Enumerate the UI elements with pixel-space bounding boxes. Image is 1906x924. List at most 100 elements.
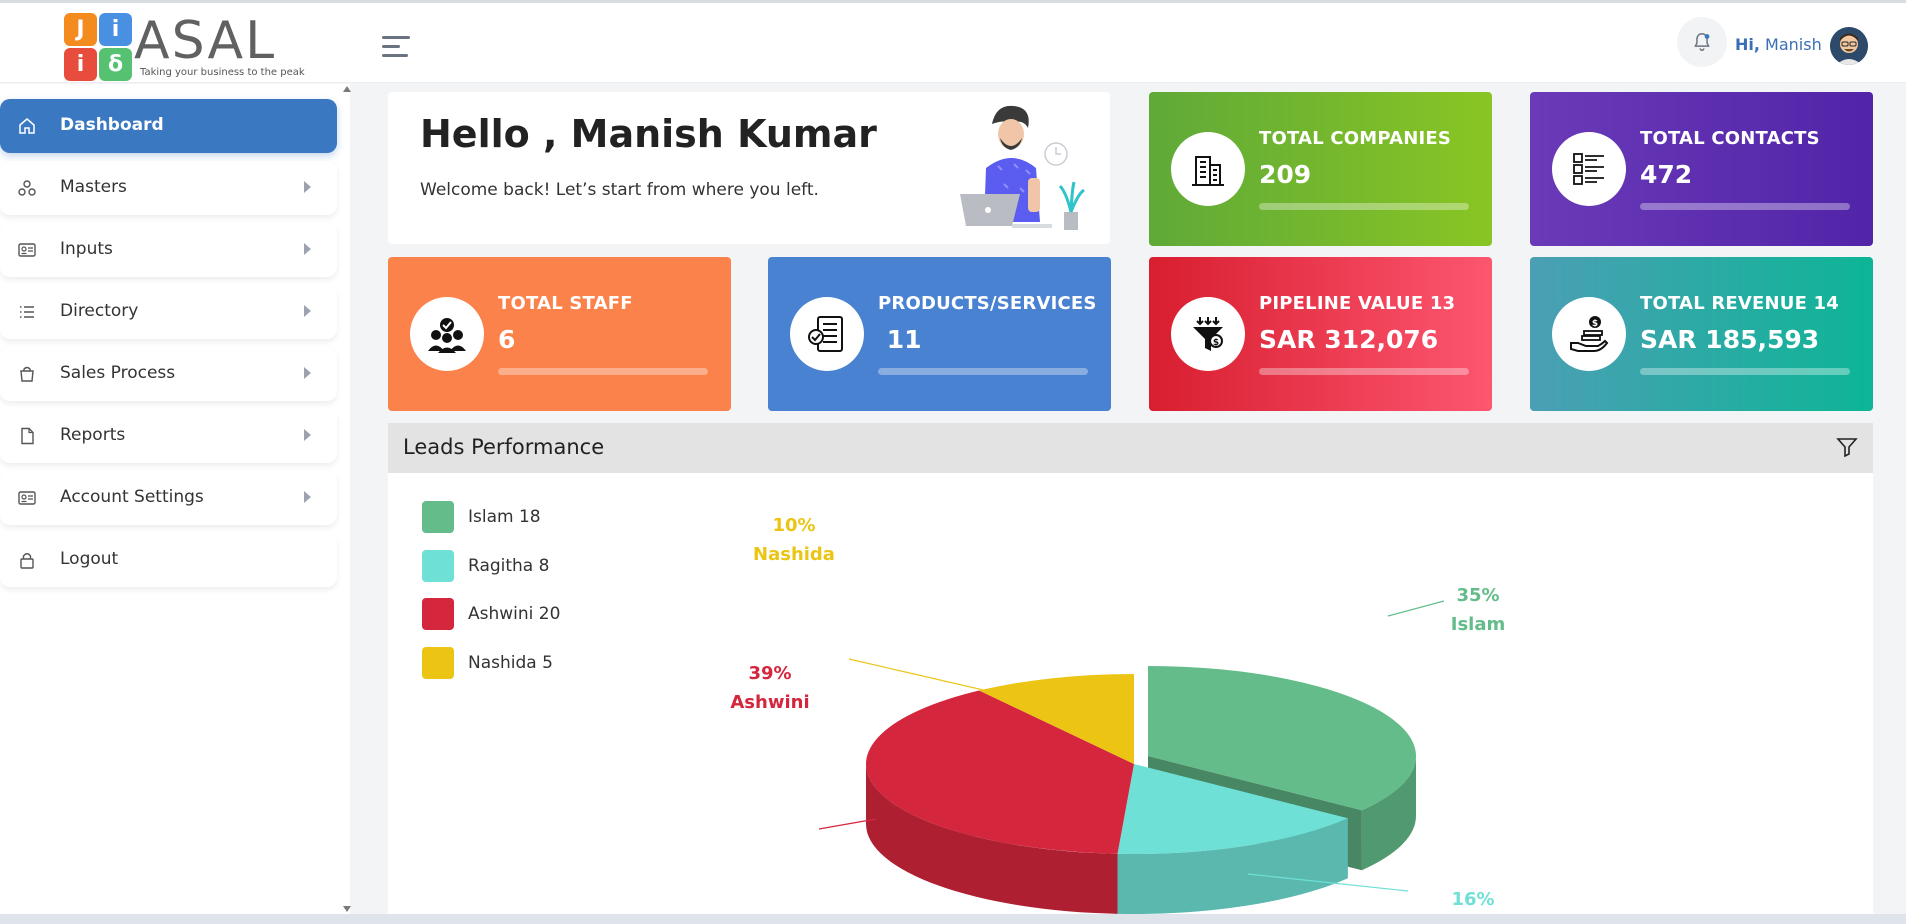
person-laptop-illustration (960, 105, 1085, 230)
sidebar-scrollbar[interactable] (343, 84, 351, 914)
sidebar-item-sales-process[interactable]: Sales Process (0, 347, 337, 401)
logo-tile-1: J (64, 13, 97, 46)
notifications-button[interactable] (1677, 17, 1727, 67)
sidebar-item-reports[interactable]: Reports (0, 409, 337, 463)
stat-icon-circle (1171, 132, 1245, 206)
top-header: J i i δ ASAL Taking your business to the… (0, 3, 1906, 83)
lock-icon (20, 553, 34, 569)
legend-label: Ragitha 8 (468, 556, 550, 576)
id-card-icon (18, 491, 36, 505)
contact-list-icon (1573, 153, 1604, 185)
document-icon (21, 427, 34, 445)
stat-progress-bar (498, 368, 708, 375)
sidebar-item-label: Inputs (60, 239, 113, 259)
pie-percent-label: 10% (772, 515, 815, 536)
nodes-icon (18, 180, 36, 196)
user-avatar[interactable] (1830, 27, 1868, 65)
stat-progress-bar (1259, 203, 1469, 210)
stat-label: TOTAL CONTACTS (1640, 128, 1820, 149)
pie-slice-islam[interactable] (1148, 666, 1416, 811)
products-services-card[interactable]: PRODUCTS/SERVICES 11 (768, 257, 1111, 411)
user-greeting[interactable]: Hi, Manish (1735, 35, 1822, 54)
sidebar-item-logout[interactable]: Logout (0, 533, 337, 587)
total-companies-card[interactable]: TOTAL COMPANIES 209 (1149, 92, 1492, 246)
sidebar-item-inputs[interactable]: Inputs (0, 223, 337, 277)
stat-progress-bar (1259, 368, 1469, 375)
top-border (0, 0, 1906, 3)
money-hand-icon: $ (1570, 316, 1609, 352)
bell-icon (1694, 33, 1710, 51)
sidebar-item-label: Logout (60, 549, 119, 569)
svg-text:$: $ (1213, 338, 1219, 348)
legend-swatch (422, 647, 454, 679)
stat-label: TOTAL COMPANIES (1259, 128, 1452, 149)
leads-performance-panel: Leads Performance Islam 18 Ragitha 8 Ash… (388, 423, 1873, 914)
caret-right-icon (304, 367, 311, 379)
sidebar-item-label: Sales Process (60, 363, 176, 383)
pie-slice-nashida[interactable] (979, 674, 1134, 764)
pie-slice-side-ashwini (866, 764, 1118, 914)
stat-value: 6 (498, 325, 516, 354)
sidebar-item-label: Directory (60, 301, 139, 321)
sidebar-item-masters[interactable]: Masters (0, 161, 337, 215)
stat-label: TOTAL REVENUE 14 (1640, 293, 1840, 314)
avatar-illustration (1830, 27, 1868, 65)
stat-value: 472 (1640, 160, 1693, 189)
sidebar-item-label: Dashboard (60, 115, 164, 135)
sidebar-item-dashboard[interactable]: Dashboard (0, 99, 337, 153)
legend-label: Ashwini 20 (468, 604, 561, 624)
pie-label-connector (1247, 873, 1409, 892)
stat-label: TOTAL STAFF (498, 293, 633, 314)
logo-tile-2: i (99, 13, 132, 46)
pie-label-connector (818, 818, 877, 830)
panel-title: Leads Performance (403, 435, 605, 459)
building-icon (1192, 156, 1224, 186)
welcome-subtitle: Welcome back! Let’s start from where you… (420, 180, 819, 200)
logo-wordmark: ASAL (134, 11, 277, 71)
pie-percent-label: 39% (748, 663, 791, 684)
filter-icon[interactable] (1836, 436, 1858, 458)
legend-swatch (422, 598, 454, 630)
stat-icon-circle: $ (1552, 297, 1626, 371)
funnel-icon: $ (1193, 317, 1223, 351)
total-staff-card[interactable]: TOTAL STAFF 6 (388, 257, 731, 411)
legend-swatch (422, 550, 454, 582)
caret-right-icon (304, 305, 311, 317)
logo-tile-4: δ (99, 48, 132, 81)
stat-icon-circle (790, 297, 864, 371)
svg-text:$: $ (1592, 319, 1598, 329)
sidebar-item-label: Masters (60, 177, 127, 197)
legend-label: Islam 18 (468, 507, 541, 527)
hamburger-menu-icon[interactable] (382, 36, 412, 58)
window-bottom-edge (0, 914, 1906, 924)
total-contacts-card[interactable]: TOTAL CONTACTS 472 (1530, 92, 1873, 246)
pie-slice-ragitha[interactable] (1117, 764, 1348, 854)
caret-right-icon (304, 491, 311, 503)
sidebar-item-directory[interactable]: Directory (0, 285, 337, 339)
greeting-username: Manish (1765, 35, 1822, 54)
sidebar-item-label: Reports (60, 425, 126, 445)
pie-category-label: Islam (1451, 614, 1505, 635)
sidebar-item-account-settings[interactable]: Account Settings (0, 471, 337, 525)
logo-tile-3: i (64, 48, 97, 81)
stat-progress-bar (878, 368, 1088, 375)
caret-right-icon (304, 181, 311, 193)
pie-slice-ashwini[interactable] (866, 690, 1134, 854)
pipeline-value-card[interactable]: $ PIPELINE VALUE 13 SAR 312,076 (1149, 257, 1492, 411)
stat-icon-circle (1552, 132, 1626, 206)
pie-percent-label: 35% (1456, 585, 1499, 606)
pie-label-connector (848, 658, 1054, 707)
greeting-prefix: Hi, (1735, 35, 1760, 54)
total-revenue-card[interactable]: $ TOTAL REVENUE 14 SAR 185,593 (1530, 257, 1873, 411)
stat-label: PRODUCTS/SERVICES (878, 293, 1097, 314)
stat-value: SAR 312,076 (1259, 325, 1439, 354)
id-card-icon (18, 243, 36, 257)
stat-progress-bar (1640, 368, 1850, 375)
sidebar-item-label: Account Settings (60, 487, 204, 507)
panel-header: Leads Performance (388, 423, 1873, 473)
welcome-title: Hello , Manish Kumar (420, 112, 877, 156)
app-logo[interactable]: J i i δ ASAL Taking your business to the… (62, 11, 305, 83)
logo-tiles: J i i δ (62, 11, 132, 81)
pie-slice-side-islam (1361, 756, 1416, 871)
